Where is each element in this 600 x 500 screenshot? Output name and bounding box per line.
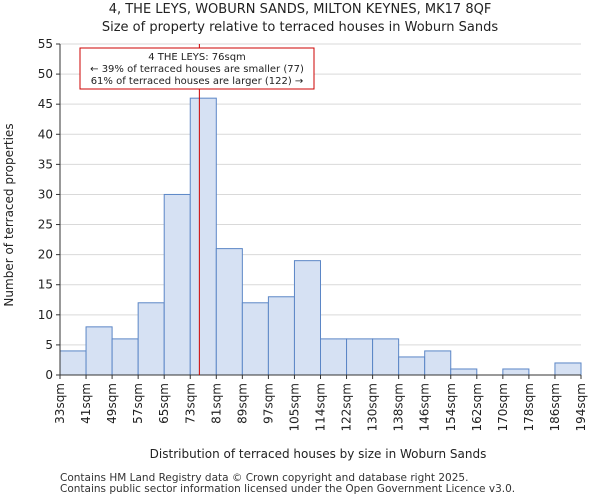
histogram-bar xyxy=(502,368,530,376)
x-tick-label: 73sqm xyxy=(183,383,197,424)
y-tick-label: 0 xyxy=(45,368,53,382)
histogram-bar xyxy=(111,338,139,376)
x-tick-label: 41sqm xyxy=(79,383,93,424)
x-tick-label: 154sqm xyxy=(444,383,458,431)
histogram-bar xyxy=(554,362,582,376)
x-tick-label: 194sqm xyxy=(574,383,588,431)
histogram-bar xyxy=(215,248,243,376)
x-tick-label: 57sqm xyxy=(131,383,145,424)
x-tick-label: 89sqm xyxy=(235,383,249,424)
footer-licence: Contains public sector information licen… xyxy=(60,483,516,495)
x-tick-label: 105sqm xyxy=(287,383,301,431)
histogram-bar xyxy=(293,260,322,376)
histogram-bar xyxy=(450,368,478,376)
x-tick-label: 186sqm xyxy=(548,383,562,431)
y-tick-label: 25 xyxy=(38,218,53,232)
annotation-line3: 61% of terraced houses are larger (122) … xyxy=(91,76,304,87)
x-tick-label: 170sqm xyxy=(496,383,510,431)
footer-copyright: Contains HM Land Registry data © Crown c… xyxy=(60,472,469,484)
x-tick-label: 97sqm xyxy=(261,383,275,424)
y-tick-label: 35 xyxy=(38,157,53,171)
histogram-bar xyxy=(189,97,217,376)
bar-layer xyxy=(59,97,582,376)
annotation-line2: ← 39% of terraced houses are smaller (77… xyxy=(90,64,304,75)
x-axis-label: Distribution of terraced houses by size … xyxy=(150,447,487,461)
y-tick-label: 30 xyxy=(38,187,53,201)
histogram-bar xyxy=(241,302,269,376)
annotation-box xyxy=(79,47,315,90)
y-tick-label: 55 xyxy=(38,37,53,51)
x-tick-label: 33sqm xyxy=(53,383,67,424)
histogram-bar xyxy=(346,338,374,376)
histogram-bar xyxy=(137,302,165,376)
y-axis-label: Number of terraced properties xyxy=(2,123,16,306)
annotation-line1: 4 THE LEYS: 76sqm xyxy=(148,52,246,63)
histogram-bar xyxy=(163,193,191,376)
y-tick-label: 45 xyxy=(38,97,53,111)
histogram-bar xyxy=(320,338,348,376)
histogram-bar xyxy=(85,326,113,376)
x-tick-label: 49sqm xyxy=(105,383,119,424)
annotation-layer: 4 THE LEYS: 76sqm ← 39% of terraced hous… xyxy=(79,47,315,90)
y-tick-label: 40 xyxy=(38,127,53,141)
histogram-bar xyxy=(59,350,87,376)
histogram-bar xyxy=(398,356,426,376)
x-tick-label: 65sqm xyxy=(157,383,171,424)
x-tick-label: 178sqm xyxy=(522,383,536,431)
x-tick-label: 122sqm xyxy=(340,383,354,431)
histogram-bar xyxy=(267,296,295,376)
y-tick-label: 50 xyxy=(38,67,53,81)
histogram-bar xyxy=(372,338,400,376)
y-tick-label: 20 xyxy=(38,248,53,262)
y-tick-label: 5 xyxy=(45,338,53,352)
x-tick-label: 130sqm xyxy=(366,383,380,431)
axis-layer: 0 5 10 15 20 25 30 35 40 45 50 55 33sqm 41sqm 49sqm 57s… xyxy=(38,37,588,431)
chart-subtitle: Size of property relative to terraced ho… xyxy=(101,20,499,35)
x-tick-label: 162sqm xyxy=(470,383,484,431)
x-tick-label: 138sqm xyxy=(392,383,406,431)
chart-title-address: 4, THE LEYS, WOBURN SANDS, MILTON KEYNES… xyxy=(108,2,492,17)
x-tick-label: 81sqm xyxy=(209,383,223,424)
y-tick-label: 10 xyxy=(38,308,53,322)
x-tick-label: 114sqm xyxy=(314,383,328,431)
y-tick-label: 15 xyxy=(38,278,53,292)
x-tick-label: 146sqm xyxy=(418,383,432,431)
histogram-bar xyxy=(424,350,452,376)
